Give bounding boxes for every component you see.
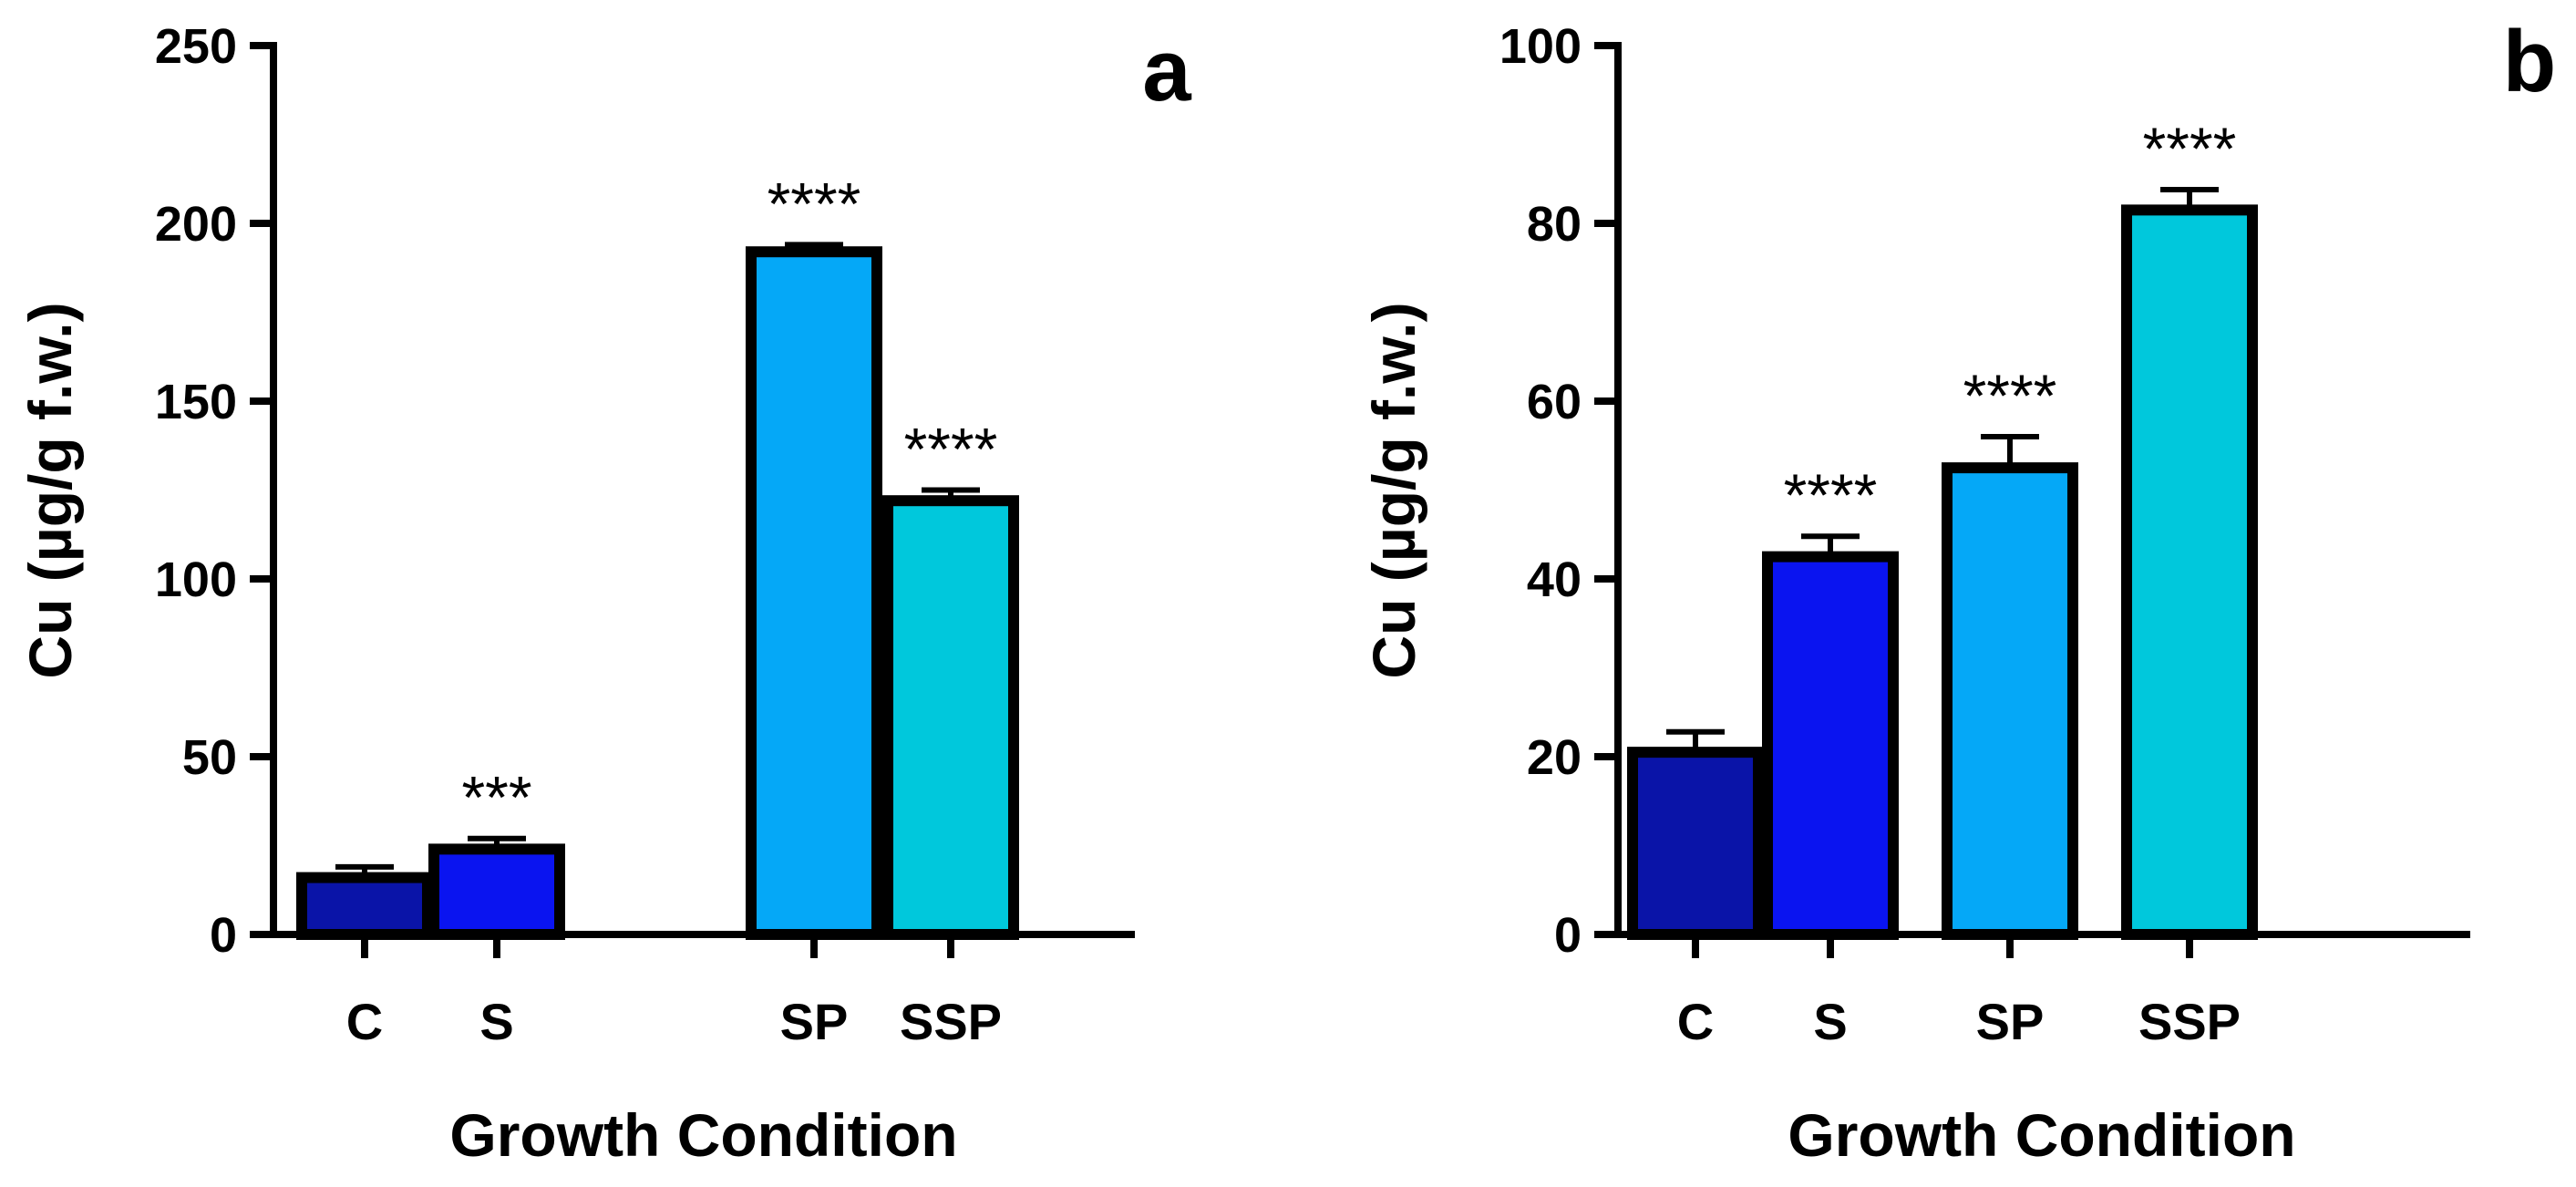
y-tick-label: 0 bbox=[210, 908, 237, 963]
y-tick-label: 40 bbox=[1527, 552, 1582, 607]
y-tick-label: 250 bbox=[155, 19, 237, 74]
bars: C S **** SP **** SSP **** bbox=[1627, 115, 2258, 1050]
y-tick-label: 20 bbox=[1527, 730, 1582, 785]
y-axis-title: Cu (µg/g f.w.) bbox=[16, 302, 84, 678]
panel-b: 0 20 40 60 80 100 C S **** SP **** SSP **** b Cu (µ… bbox=[1360, 13, 2556, 1169]
significance-label: **** bbox=[904, 416, 998, 483]
significance-label: *** bbox=[461, 764, 531, 831]
y-tick-label: 100 bbox=[155, 552, 237, 607]
x-axis-title: Growth Condition bbox=[1788, 1101, 2295, 1169]
y-ticks: 0 50 100 150 200 250 bbox=[155, 19, 273, 963]
panel-a: 0 50 100 150 200 250 C S *** SP **** SSP **** a Cu … bbox=[16, 19, 1191, 1169]
significance-label: **** bbox=[768, 170, 861, 237]
bars: C S *** SP **** SSP **** bbox=[296, 170, 1019, 1050]
y-tick-label: 200 bbox=[155, 197, 237, 252]
panel-label: a bbox=[1142, 22, 1191, 119]
x-tick-label: C bbox=[1677, 993, 1714, 1050]
y-tick-label: 150 bbox=[155, 375, 237, 429]
bar-c bbox=[1627, 747, 1764, 940]
y-tick-label: 50 bbox=[182, 730, 237, 785]
x-axis-title: Growth Condition bbox=[449, 1101, 957, 1169]
bar-s bbox=[1762, 551, 1899, 940]
x-tick-label: C bbox=[346, 993, 383, 1050]
bar-s bbox=[428, 843, 565, 941]
y-tick-label: 60 bbox=[1527, 375, 1582, 429]
significance-label: **** bbox=[2143, 115, 2237, 182]
y-axis-title: Cu (µg/g f.w.) bbox=[1360, 302, 1427, 678]
bar-sp bbox=[746, 246, 882, 940]
panel-label: b bbox=[2503, 13, 2557, 110]
bar-sp bbox=[1942, 462, 2078, 940]
bar-ssp bbox=[2121, 204, 2258, 940]
significance-label: **** bbox=[1784, 461, 1878, 529]
x-tick-label: SP bbox=[1976, 993, 2045, 1050]
y-tick-label: 80 bbox=[1527, 197, 1582, 252]
y-tick-label: 0 bbox=[1554, 908, 1582, 963]
significance-label: **** bbox=[1963, 362, 2057, 429]
x-tick-label: SP bbox=[780, 993, 849, 1050]
x-tick-label: S bbox=[1813, 993, 1847, 1050]
x-tick-label: SSP bbox=[900, 993, 1002, 1050]
y-ticks: 0 20 40 60 80 100 bbox=[1499, 19, 1618, 963]
x-tick-label: S bbox=[479, 993, 513, 1050]
bar-c bbox=[296, 872, 433, 940]
bar-ssp bbox=[882, 495, 1019, 940]
y-tick-label: 100 bbox=[1499, 19, 1582, 74]
x-tick-label: SSP bbox=[2138, 993, 2241, 1050]
